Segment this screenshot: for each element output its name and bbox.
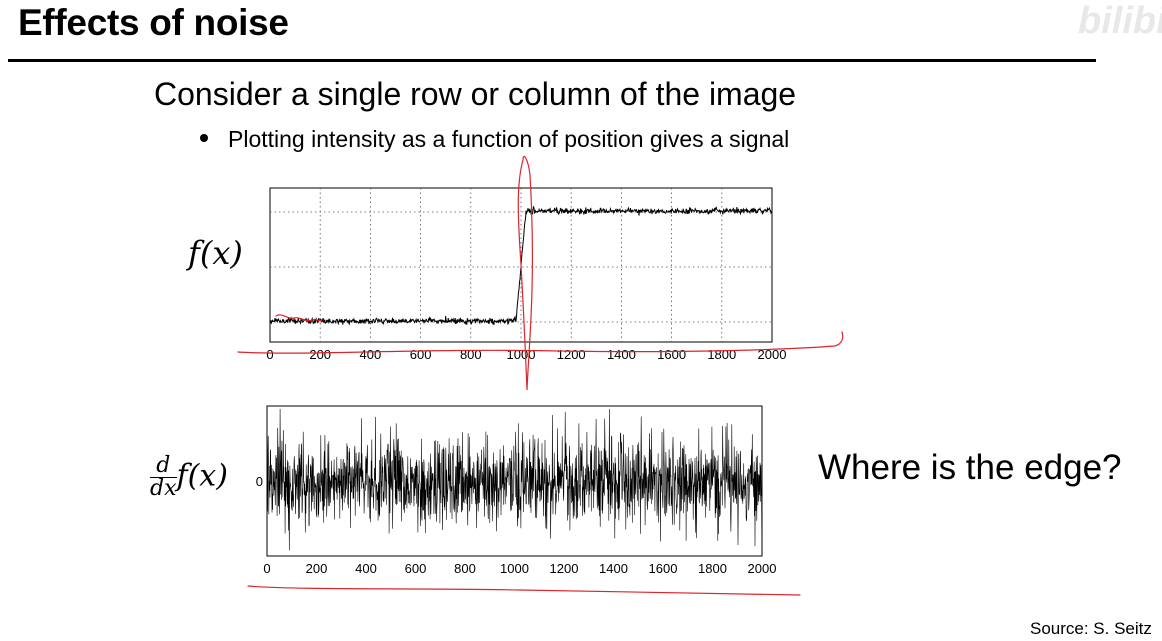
top-chart: 0 200 400 600 800 1000 1200 1400 1600 1800 2000: [266, 187, 787, 362]
annotation-scribble-left: [275, 314, 323, 322]
bottom-chart-xtick-label: 600: [405, 561, 427, 576]
top-chart-xtick-label: 1000: [507, 347, 536, 362]
slide-heading: Consider a single row or column of the i…: [154, 76, 797, 112]
top-chart-xtick-label: 200: [309, 347, 331, 362]
red-pen-annotations: [237, 155, 844, 596]
bottom-chart-frame: [266, 405, 763, 557]
top-chart-xtick-label: 800: [460, 347, 482, 362]
bilibili-watermark: bilibili: [1078, 0, 1162, 42]
bullet-dot-icon: [200, 133, 208, 142]
top-chart-xtick-label: 1600: [657, 347, 686, 362]
annotation-edge-loop: [517, 155, 533, 391]
top-chart-xtick-label: 1400: [607, 347, 636, 362]
top-chart-xtick-label: 1200: [557, 347, 586, 362]
bottom-chart-ytick-label: 0: [256, 474, 263, 489]
bottom-chart-xtick-label: 1600: [649, 561, 678, 576]
bullet-item: Plotting intensity as a function of posi…: [200, 126, 789, 153]
bottom-chart-xtick-label: 1000: [500, 561, 529, 576]
title-divider: [8, 59, 1096, 62]
slide-title: Effects of noise: [18, 2, 289, 43]
top-chart-xtick-label: 2000: [758, 347, 787, 362]
bottom-chart-xtick-label: 2000: [748, 561, 777, 576]
top-chart-xtick-label: 600: [410, 347, 432, 362]
question-text: Where is the edge?: [818, 448, 1122, 487]
bottom-chart-xtick-label: 1200: [550, 561, 579, 576]
bottom-chart-xtick-label: 400: [355, 561, 377, 576]
annotation-underline-top: [237, 331, 844, 354]
derivative-fraction: d dx: [150, 453, 177, 501]
bottom-chart-derivative-line: [266, 408, 763, 551]
bottom-chart-xtick-label: 1400: [599, 561, 628, 576]
bottom-chart-xtick-label: 0: [263, 561, 270, 576]
bottom-chart-ylabel: d dx f(x): [150, 453, 228, 501]
bullet-text: Plotting intensity as a function of posi…: [228, 126, 790, 152]
annotation-underline-bottom: [247, 585, 801, 596]
top-chart-xtick-label: 400: [360, 347, 382, 362]
top-chart-xtick-label: 0: [266, 347, 273, 362]
top-chart-xtick-label: 1800: [707, 347, 736, 362]
source-credit: Source: S. Seitz: [1030, 619, 1152, 638]
bottom-chart-xtick-label: 200: [306, 561, 328, 576]
top-chart-ylabel: f(x): [188, 234, 243, 272]
bottom-chart-xtick-label: 800: [454, 561, 476, 576]
bottom-chart: 0 200 400 600 800 1000 1200 1400 1600 1800 2000 0: [256, 405, 777, 576]
bottom-chart-xtick-label: 1800: [698, 561, 727, 576]
